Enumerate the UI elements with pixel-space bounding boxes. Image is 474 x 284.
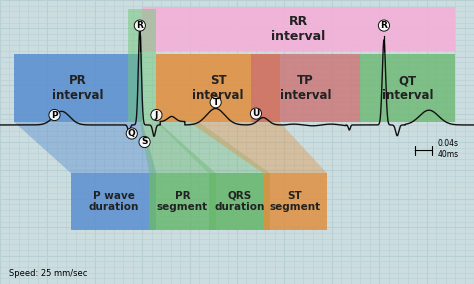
Bar	[360, 54, 455, 122]
Bar	[71, 173, 156, 230]
Text: U: U	[252, 109, 260, 118]
Polygon shape	[156, 122, 270, 173]
Text: P wave
duration: P wave duration	[89, 191, 139, 212]
Text: TP
interval: TP interval	[280, 74, 331, 102]
Text: PR
segment: PR segment	[157, 191, 208, 212]
Text: RR
interval: RR interval	[272, 15, 326, 43]
Text: S: S	[141, 137, 148, 147]
Bar	[156, 54, 280, 122]
Text: J: J	[155, 110, 158, 120]
Polygon shape	[14, 122, 156, 173]
Text: 0.04s
40ms: 0.04s 40ms	[438, 139, 459, 159]
Bar	[263, 173, 327, 230]
Text: R: R	[381, 21, 387, 30]
Polygon shape	[140, 122, 216, 173]
Polygon shape	[190, 122, 327, 173]
Text: Speed: 25 mm/sec: Speed: 25 mm/sec	[9, 269, 87, 278]
Text: PR
interval: PR interval	[53, 74, 104, 102]
Text: ST
interval: ST interval	[192, 74, 244, 102]
Text: Q: Q	[128, 129, 136, 138]
Bar	[251, 54, 360, 122]
Bar	[142, 7, 455, 51]
Text: P: P	[51, 110, 58, 120]
Text: ST
segment: ST segment	[270, 191, 320, 212]
Text: QT
interval: QT interval	[382, 74, 433, 102]
Bar	[209, 173, 270, 230]
Text: T: T	[212, 98, 219, 107]
Polygon shape	[128, 9, 156, 122]
Bar	[14, 54, 142, 122]
Bar	[149, 173, 216, 230]
Text: QRS
duration: QRS duration	[214, 191, 264, 212]
Text: R: R	[137, 21, 143, 30]
